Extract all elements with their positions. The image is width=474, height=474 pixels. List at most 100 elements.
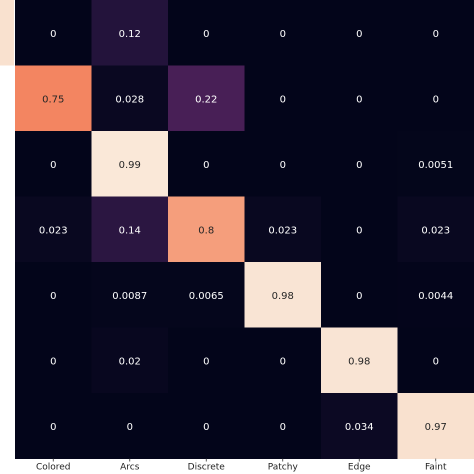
heatmap-cell-label: 0 (50, 29, 56, 40)
heatmap-cell: 0.22 (168, 65, 245, 132)
heatmap-cell-rect (397, 196, 474, 263)
heatmap-cell-label: 0 (280, 160, 286, 171)
heatmap-cell-rect (91, 65, 169, 132)
heatmap-cell-rect (168, 131, 245, 197)
heatmap-cell: 0 (15, 0, 92, 66)
heatmap-cell-rect (91, 393, 169, 459)
heatmap-cell-label: 0 (280, 356, 286, 367)
heatmap-cell-rect (15, 262, 92, 328)
heatmap-cell-label: 0 (50, 291, 56, 302)
heatmap-cell-label: 0 (127, 422, 133, 433)
heatmap-cell: 0.98 (244, 262, 322, 328)
heatmap-cell-label: 0 (280, 422, 286, 433)
heatmap-cell-rect (321, 196, 398, 263)
heatmap-cell-label: 0 (203, 29, 209, 40)
heatmap-cell-label: 0.12 (119, 29, 141, 40)
heatmap-cell-rect (321, 0, 398, 66)
heatmap-cell-label: 0 (356, 160, 362, 171)
partial-column-cell (0, 0, 14, 66)
heatmap-cell-label: 0.0065 (189, 291, 224, 302)
heatmap-cell-rect (168, 393, 245, 459)
heatmap-cell-rect (397, 327, 474, 394)
heatmap-cell: 0 (321, 196, 398, 263)
heatmap-cell: 0 (244, 131, 322, 197)
heatmap-cell: 0 (397, 0, 474, 66)
heatmap-cell-rect (15, 65, 92, 132)
heatmap-cell-label: 0 (203, 356, 209, 367)
heatmap-cell: 0 (321, 65, 398, 132)
heatmap-cell-label: 0 (433, 94, 439, 105)
heatmap-cell: 0 (168, 0, 245, 66)
heatmap-cell-rect (321, 327, 398, 394)
heatmap-cell: 0.028 (91, 65, 169, 132)
x-tick-label: Edge (348, 463, 371, 473)
heatmap-cell: 0.99 (91, 131, 169, 197)
heatmap-cell-label: 0 (50, 160, 56, 171)
heatmap-cell: 0 (15, 393, 92, 459)
heatmap-cells: 0 0.12 0 0 0 0 0.75 0.028 0.22 0 0 0 0 0.99 0 0 0 0.0051 0… (15, 0, 474, 459)
heatmap-cell-label: 0.98 (348, 356, 370, 367)
heatmap-cell-label: 0 (50, 422, 56, 433)
heatmap-cell-label: 0.99 (119, 160, 141, 171)
x-tick-label: Arcs (120, 463, 140, 473)
heatmap-cell: 0 (15, 262, 92, 328)
heatmap-cell-rect (168, 0, 245, 66)
heatmap-cell: 0.0087 (91, 262, 169, 328)
heatmap-cell: 0.12 (91, 0, 169, 66)
heatmap-cell-rect (91, 327, 169, 394)
heatmap-cell: 0 (244, 65, 322, 132)
x-tick-label: Colored (36, 463, 71, 473)
heatmap-cell: 0 (397, 65, 474, 132)
heatmap-cell-rect (15, 131, 92, 197)
heatmap-cell: 0.0051 (397, 131, 474, 197)
heatmap-cell: 0.0065 (168, 262, 245, 328)
heatmap-cell-rect (168, 65, 245, 132)
heatmap-cell-label: 0.023 (268, 225, 297, 236)
heatmap-cell-rect (15, 0, 92, 66)
heatmap-cell-label: 0.023 (39, 225, 68, 236)
heatmap-cell: 0.0044 (397, 262, 474, 328)
heatmap-cell-rect (321, 65, 398, 132)
heatmap-cell-rect (244, 0, 322, 66)
heatmap-cell-rect (15, 327, 92, 394)
heatmap-cell-label: 0 (280, 94, 286, 105)
heatmap-cell-rect (321, 393, 398, 459)
heatmap-cell-label: 0 (203, 422, 209, 433)
heatmap-cell: 0 (244, 0, 322, 66)
heatmap-cell: 0 (244, 393, 322, 459)
heatmap-cell-rect (15, 393, 92, 459)
heatmap-cell: 0 (244, 327, 322, 394)
heatmap-cell-rect (244, 393, 322, 459)
heatmap-cell-rect (321, 262, 398, 328)
heatmap-cell: 0.023 (15, 196, 92, 263)
x-tick-label: Patchy (268, 463, 299, 473)
partial-left-column (0, 0, 14, 66)
heatmap-cell-label: 0 (356, 291, 362, 302)
heatmap-cell-label: 0.22 (195, 94, 217, 105)
heatmap-cell: 0 (168, 327, 245, 394)
heatmap-cell-rect (397, 393, 474, 459)
heatmap-cell-label: 0.14 (119, 225, 141, 236)
heatmap-cell: 0 (15, 327, 92, 394)
heatmap-cell-rect (91, 131, 169, 197)
heatmap-cell: 0.98 (321, 327, 398, 394)
heatmap-cell: 0 (168, 393, 245, 459)
heatmap-cell-rect (244, 196, 322, 263)
heatmap-cell: 0 (321, 0, 398, 66)
heatmap-cell: 0.02 (91, 327, 169, 394)
heatmap-cell: 0 (397, 327, 474, 394)
x-tick-label: Discrete (188, 463, 226, 473)
heatmap-cell-rect (91, 262, 169, 328)
heatmap-cell-rect (91, 196, 169, 263)
x-tick-label: Faint (425, 463, 447, 473)
heatmap-cell-rect (244, 131, 322, 197)
heatmap-cell-label: 0.02 (119, 356, 141, 367)
heatmap-cell-label: 0 (203, 160, 209, 171)
heatmap-cell-rect (397, 65, 474, 132)
heatmap-cell: 0 (91, 393, 169, 459)
heatmap-cell-label: 0 (433, 29, 439, 40)
heatmap-cell-rect (168, 262, 245, 328)
heatmap-cell-rect (244, 65, 322, 132)
heatmap-cell-label: 0 (356, 94, 362, 105)
heatmap-cell-label: 0.75 (42, 94, 64, 105)
